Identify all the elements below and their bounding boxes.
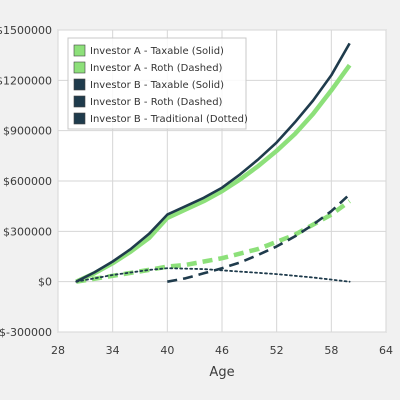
legend-label: Investor A - Roth (Dashed) (90, 63, 223, 74)
y-tick-labels: $-300000 $0 $300000 $600000 $900000 $1200000 $… (0, 24, 52, 339)
y-tick-label: $600000 (3, 175, 52, 188)
x-tick-label: 40 (160, 344, 174, 357)
y-tick-label: $1500000 (0, 24, 52, 37)
x-tick-labels: 28 34 40 46 52 58 64 (51, 344, 393, 357)
legend-swatch (73, 95, 86, 108)
x-tick-label: 46 (215, 344, 229, 357)
legend-swatch (73, 44, 86, 57)
x-axis-title: Age (209, 365, 234, 380)
legend-swatch (73, 61, 86, 74)
series-lines (75, 42, 352, 284)
legend-box (67, 37, 247, 130)
x-tick-label: 28 (51, 344, 65, 357)
y-tick-label: $0 (38, 276, 52, 289)
x-tick-label: 52 (270, 344, 284, 357)
legend-label: Investor B - Roth (Dashed) (90, 97, 223, 108)
legend-label: Investor B - Traditional (Dotted) (90, 114, 248, 125)
legend: Investor A - Taxable (Solid) Investor A -… (67, 37, 248, 130)
series-line (75, 42, 351, 283)
series-line (167, 193, 351, 283)
x-tick-label: 58 (324, 344, 338, 357)
x-tick-label: 34 (106, 344, 120, 357)
x-tick-label: 64 (379, 344, 393, 357)
y-tick-label: $-300000 (0, 326, 52, 339)
legend-swatch (73, 78, 86, 91)
legend-label: Investor B - Taxable (Solid) (90, 80, 224, 91)
series-line (75, 267, 351, 283)
series-line (75, 63, 352, 284)
legend-label: Investor A - Taxable (Solid) (90, 46, 224, 57)
y-tick-label: $900000 (3, 125, 52, 138)
legend-swatch (73, 112, 86, 125)
y-tick-label: $300000 (3, 225, 52, 238)
y-tick-label: $1200000 (0, 74, 52, 87)
